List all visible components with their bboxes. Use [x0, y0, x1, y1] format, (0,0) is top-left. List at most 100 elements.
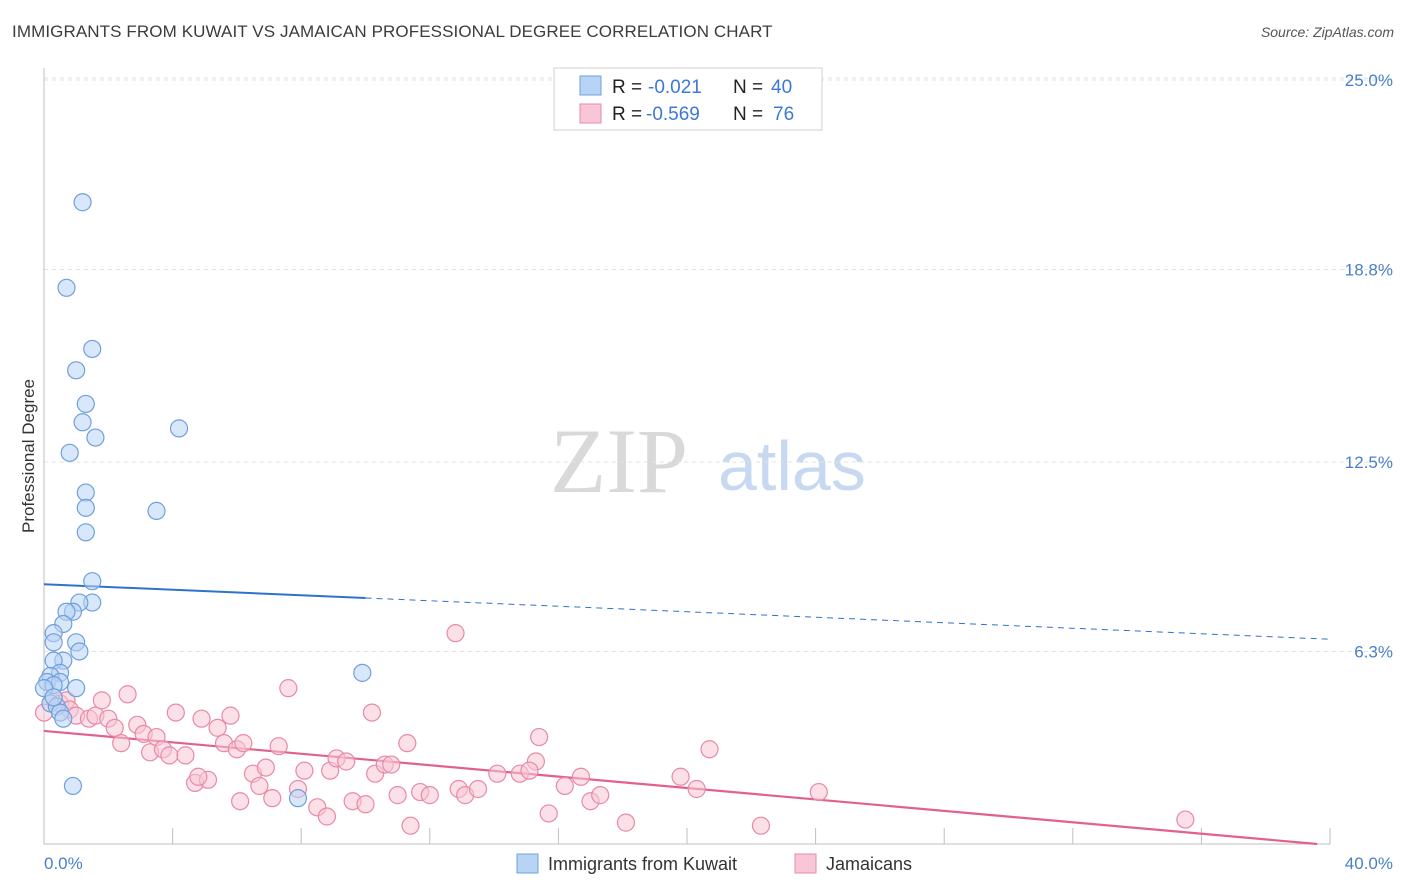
jamaica-point [192, 709, 211, 728]
chart-title: IMMIGRANTS FROM KUWAIT VS JAMAICAN PROFE… [12, 22, 773, 41]
jamaica-point [591, 786, 610, 805]
jamaica-point [208, 718, 227, 737]
jamaica-point [279, 679, 298, 698]
y-tick-label: 18.8% [1345, 260, 1393, 279]
kuwait-point [70, 642, 89, 661]
jamaica-point [446, 624, 465, 643]
jamaica-point [176, 746, 195, 765]
jamaica-point [256, 758, 275, 777]
jamaica-point [555, 776, 574, 796]
grid [44, 77, 1393, 652]
jamaica-n-label: N = [733, 104, 763, 125]
y-axis-label: Professional Degree [19, 379, 38, 533]
kuwait-point [83, 339, 102, 359]
jamaica-point [317, 807, 337, 826]
jamaica-point [160, 746, 179, 765]
kuwait-point [76, 394, 95, 414]
jamaica-point [166, 703, 185, 722]
kuwait-point [169, 419, 189, 438]
x-tick-label-min: 0.0% [44, 854, 83, 873]
jamaica-point [356, 795, 375, 814]
y-tick-label: 6.3% [1354, 642, 1393, 661]
jamaicans-points [34, 624, 1195, 835]
jamaica-point [263, 789, 282, 808]
kuwait-point [67, 679, 86, 698]
jamaica-point [231, 792, 250, 811]
kuwait-point [44, 633, 63, 652]
kuwait-r-label: R = [612, 77, 642, 98]
source-credit: Source: ZipAtlas.com [1260, 24, 1394, 40]
series-legend: Immigrants from Kuwait Jamaicans [516, 853, 912, 874]
jamaica-point [530, 727, 549, 747]
jamaica-point [751, 816, 771, 835]
kuwait-series-swatch [516, 853, 539, 874]
jamaica-point [616, 813, 636, 832]
jamaica-point [337, 752, 356, 771]
kuwait-point [147, 501, 166, 520]
jamaica-point [398, 734, 417, 753]
kuwait-point [60, 443, 79, 462]
jamaica-point [382, 755, 401, 774]
kuwait-point [54, 709, 73, 728]
y-tick-labels: 6.3% 12.5% 18.8% 25.0% [1345, 71, 1393, 661]
kuwait-points [34, 193, 372, 808]
jamaica-point [520, 761, 539, 780]
jamaica-series-label: Jamaicans [826, 854, 912, 874]
kuwait-point [63, 776, 83, 796]
kuwait-point [67, 361, 86, 380]
kuwait-point [73, 413, 92, 432]
y-tick-label: 12.5% [1345, 453, 1393, 472]
x-tick-label-max: 40.0% [1345, 854, 1393, 873]
kuwait-r-value: -0.021 [648, 77, 702, 98]
jamaica-point [234, 734, 253, 753]
jamaica-point [112, 734, 131, 753]
kuwait-point [76, 498, 95, 517]
kuwait-point [44, 688, 63, 707]
jamaica-point [468, 779, 488, 799]
jamaica-point [687, 779, 706, 799]
kuwait-point [76, 483, 95, 502]
jamaica-r-value: -0.569 [646, 104, 700, 125]
jamaica-point [700, 740, 719, 759]
jamaica-point [221, 706, 240, 725]
y-tick-label: 25.0% [1345, 71, 1393, 90]
jamaica-point [420, 786, 439, 805]
jamaica-point [92, 691, 111, 710]
jamaica-point [118, 685, 137, 704]
watermark-zip: ZIP [550, 410, 688, 512]
jamaica-point [488, 764, 507, 783]
jamaica-point [105, 718, 124, 737]
jamaica-point [401, 816, 420, 835]
kuwait-point [76, 523, 95, 542]
jamaica-point [250, 776, 269, 796]
kuwait-trend-extension [365, 597, 1331, 640]
kuwait-point [73, 193, 92, 212]
jamaica-trend-line [43, 729, 1318, 846]
jamaica-series-swatch [794, 853, 817, 874]
kuwait-n-value: 40 [771, 77, 792, 98]
stats-legend: R = -0.021 N = 40 R = -0.569 N = 76 [553, 67, 823, 131]
watermark-atlas: atlas [718, 427, 866, 505]
jamaica-point [295, 761, 314, 780]
jamaica-legend-swatch [579, 103, 602, 124]
kuwait-point [83, 572, 102, 591]
x-ticks [172, 828, 1331, 844]
kuwait-series-label: Immigrants from Kuwait [548, 854, 737, 874]
kuwait-point [86, 428, 105, 447]
jamaica-point [1176, 810, 1195, 829]
jamaica-point [571, 767, 591, 786]
jamaica-point [269, 737, 288, 756]
kuwait-legend-swatch [579, 75, 602, 96]
jamaica-point [809, 782, 828, 802]
kuwait-point [57, 278, 76, 297]
jamaica-point [539, 804, 558, 823]
kuwait-point [288, 789, 308, 808]
jamaica-point [388, 786, 407, 805]
jamaica-r-label: R = [612, 104, 642, 125]
jamaica-n-value: 76 [773, 104, 794, 125]
kuwait-n-label: N = [733, 77, 763, 98]
kuwait-point [353, 663, 372, 682]
jamaica-point [189, 767, 208, 786]
jamaica-point [362, 703, 382, 722]
